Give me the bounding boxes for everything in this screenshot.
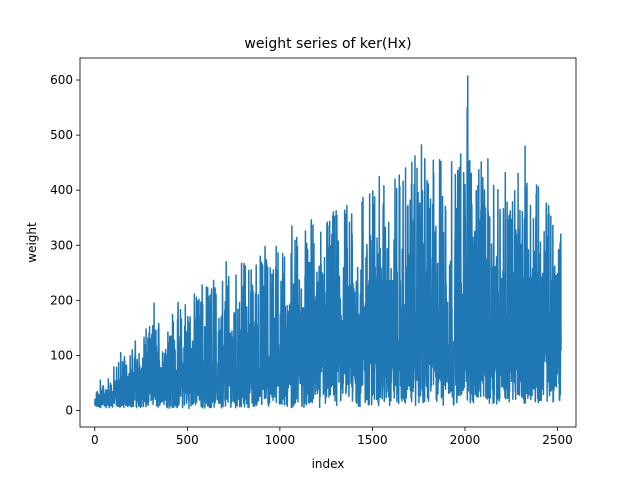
y-tick-label: 400 [50,183,73,197]
x-tick-label: 2500 [542,433,573,447]
x-tick-label: 1000 [265,433,296,447]
y-tick-label: 600 [50,73,73,87]
x-tick-label: 0 [91,433,99,447]
chart-title: weight series of ker(Hx) [244,36,411,52]
x-axis: 0 500 1000 1500 2000 2500 [91,427,573,447]
axes-frame [79,57,577,428]
x-tick-label: 2000 [450,433,481,447]
y-tick-label: 500 [50,128,73,142]
x-axis-label: index [312,457,345,471]
y-axis: 0 100 200 300 400 500 600 [50,73,80,417]
y-tick-label: 100 [50,348,73,362]
plot-area [94,75,562,410]
y-tick-label: 200 [50,293,73,307]
y-tick-label: 300 [50,238,73,252]
y-tick-label: 0 [65,403,73,417]
series-line [94,75,562,410]
x-tick-label: 500 [176,433,199,447]
x-tick-label: 1500 [357,433,388,447]
y-axis-label: weight [25,222,39,263]
